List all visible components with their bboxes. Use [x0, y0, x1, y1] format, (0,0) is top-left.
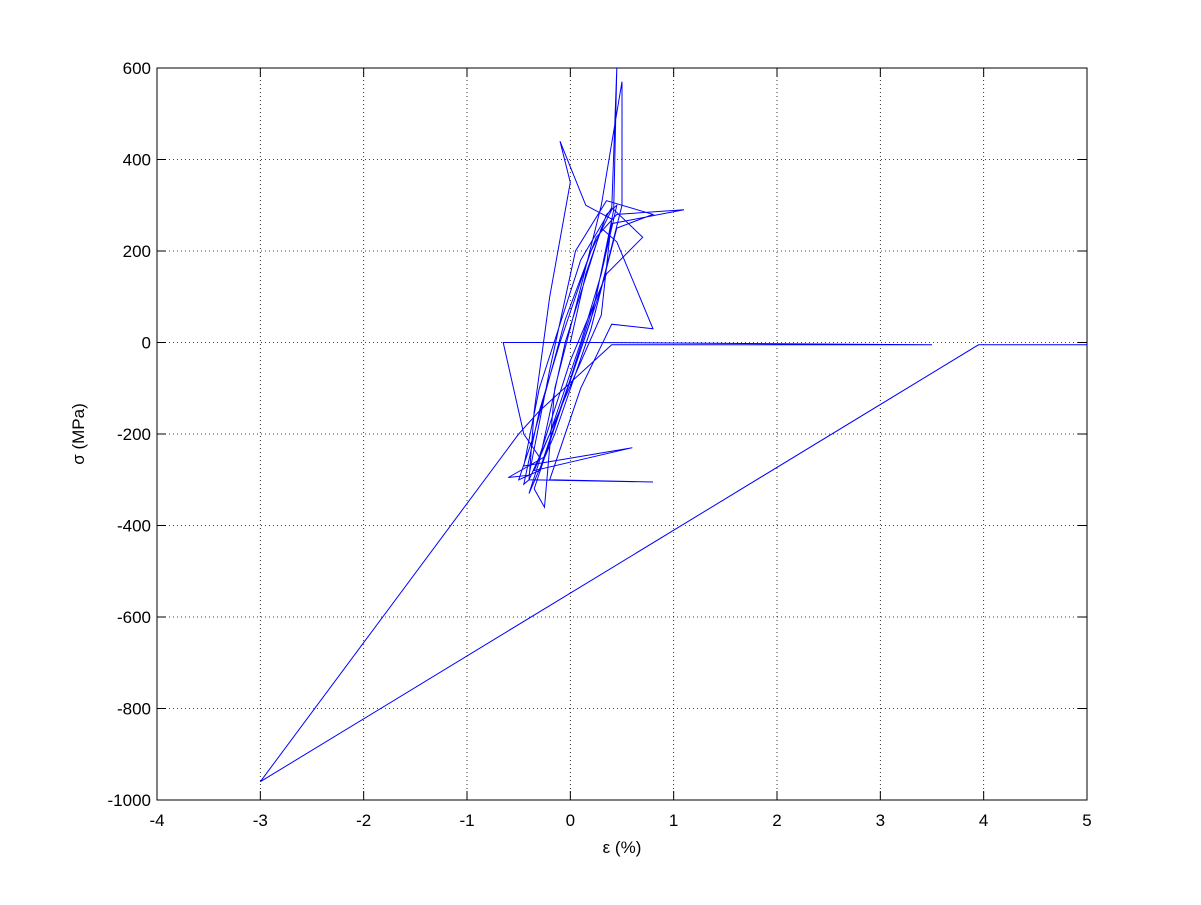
x-tick-label: -2: [356, 811, 371, 830]
x-tick-label: -4: [149, 811, 164, 830]
x-tick-label: 5: [1082, 811, 1091, 830]
y-tick-label: -400: [117, 517, 151, 536]
x-tick-label: 1: [669, 811, 678, 830]
x-tick-label: -1: [459, 811, 474, 830]
x-tick-label: 3: [876, 811, 885, 830]
x-tick-label: 2: [772, 811, 781, 830]
y-axis-label: σ (MPa): [69, 403, 88, 465]
x-tick-label: 0: [566, 811, 575, 830]
data-line: [259, 67, 1087, 783]
y-tick-label: 600: [123, 59, 151, 78]
x-axis-label: ε (%): [603, 838, 642, 857]
x-tick-label: 4: [979, 811, 988, 830]
y-tick-label: -800: [117, 700, 151, 719]
y-tick-label: -200: [117, 425, 151, 444]
plot-frame: [156, 67, 1088, 801]
y-tick-label: -600: [117, 608, 151, 627]
y-tick-label: 0: [142, 334, 151, 353]
x-tick-label: -3: [253, 811, 268, 830]
y-tick-label: 400: [123, 151, 151, 170]
y-tick-label: -1000: [108, 791, 151, 810]
y-tick-label: 200: [123, 242, 151, 261]
